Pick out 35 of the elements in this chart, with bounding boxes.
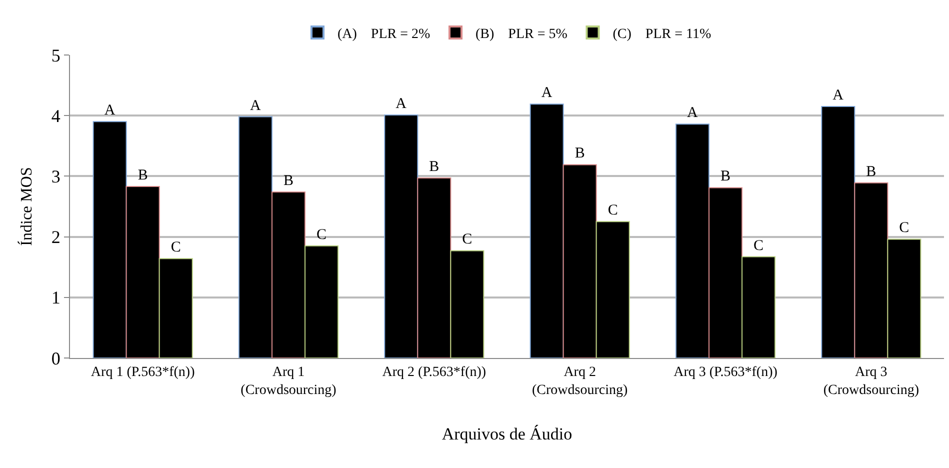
data-label: B (720, 168, 731, 185)
legend-label: (C) PLR = 11% (612, 27, 712, 42)
x-axis-title: Arquivos de Áudio (442, 424, 572, 444)
data-label: A (104, 102, 116, 119)
y-tick-label: 2 (51, 227, 60, 248)
data-label: C (899, 220, 910, 236)
data-label: B (866, 164, 876, 180)
x-tick-label: Arq 1 (Crowdsourcing) (240, 364, 337, 398)
legend-label: (A) PLR = 2% (338, 27, 431, 42)
y-axis-title: Índice MOS (17, 167, 36, 246)
data-label: A (832, 88, 844, 104)
data-label: A (541, 85, 552, 102)
y-tick-label: 5 (51, 45, 60, 66)
y-tick-label: 3 (51, 166, 60, 186)
data-label: A (686, 105, 698, 122)
data-label: A (396, 96, 407, 112)
y-tick-label: 1 (51, 288, 60, 308)
data-label: C (754, 238, 764, 254)
x-tick-label: Arq 2 (Crowdsourcing) (532, 364, 628, 398)
data-label: C (170, 240, 181, 256)
data-label: C (316, 226, 327, 243)
x-tick-label: Arq 3 (P.563*f(n)) (674, 364, 778, 380)
x-tick-label: Arq 3 (Crowdsourcing) (823, 364, 920, 398)
legend-label: (B) PLR = 5% (476, 27, 568, 42)
y-tick-label: 4 (51, 106, 60, 126)
data-label: B (429, 159, 440, 176)
data-label: C (608, 202, 618, 219)
y-tick-label: 0 (51, 348, 60, 368)
x-tick-label: Arq 2 (P.563*f(n)) (382, 364, 486, 380)
data-label: A (250, 98, 261, 114)
data-label: B (574, 146, 585, 162)
x-tick-label: Arq 1 (P.563*f(n)) (90, 364, 196, 380)
data-label: B (283, 172, 294, 189)
data-label: C (462, 232, 472, 248)
data-label: B (138, 168, 148, 184)
